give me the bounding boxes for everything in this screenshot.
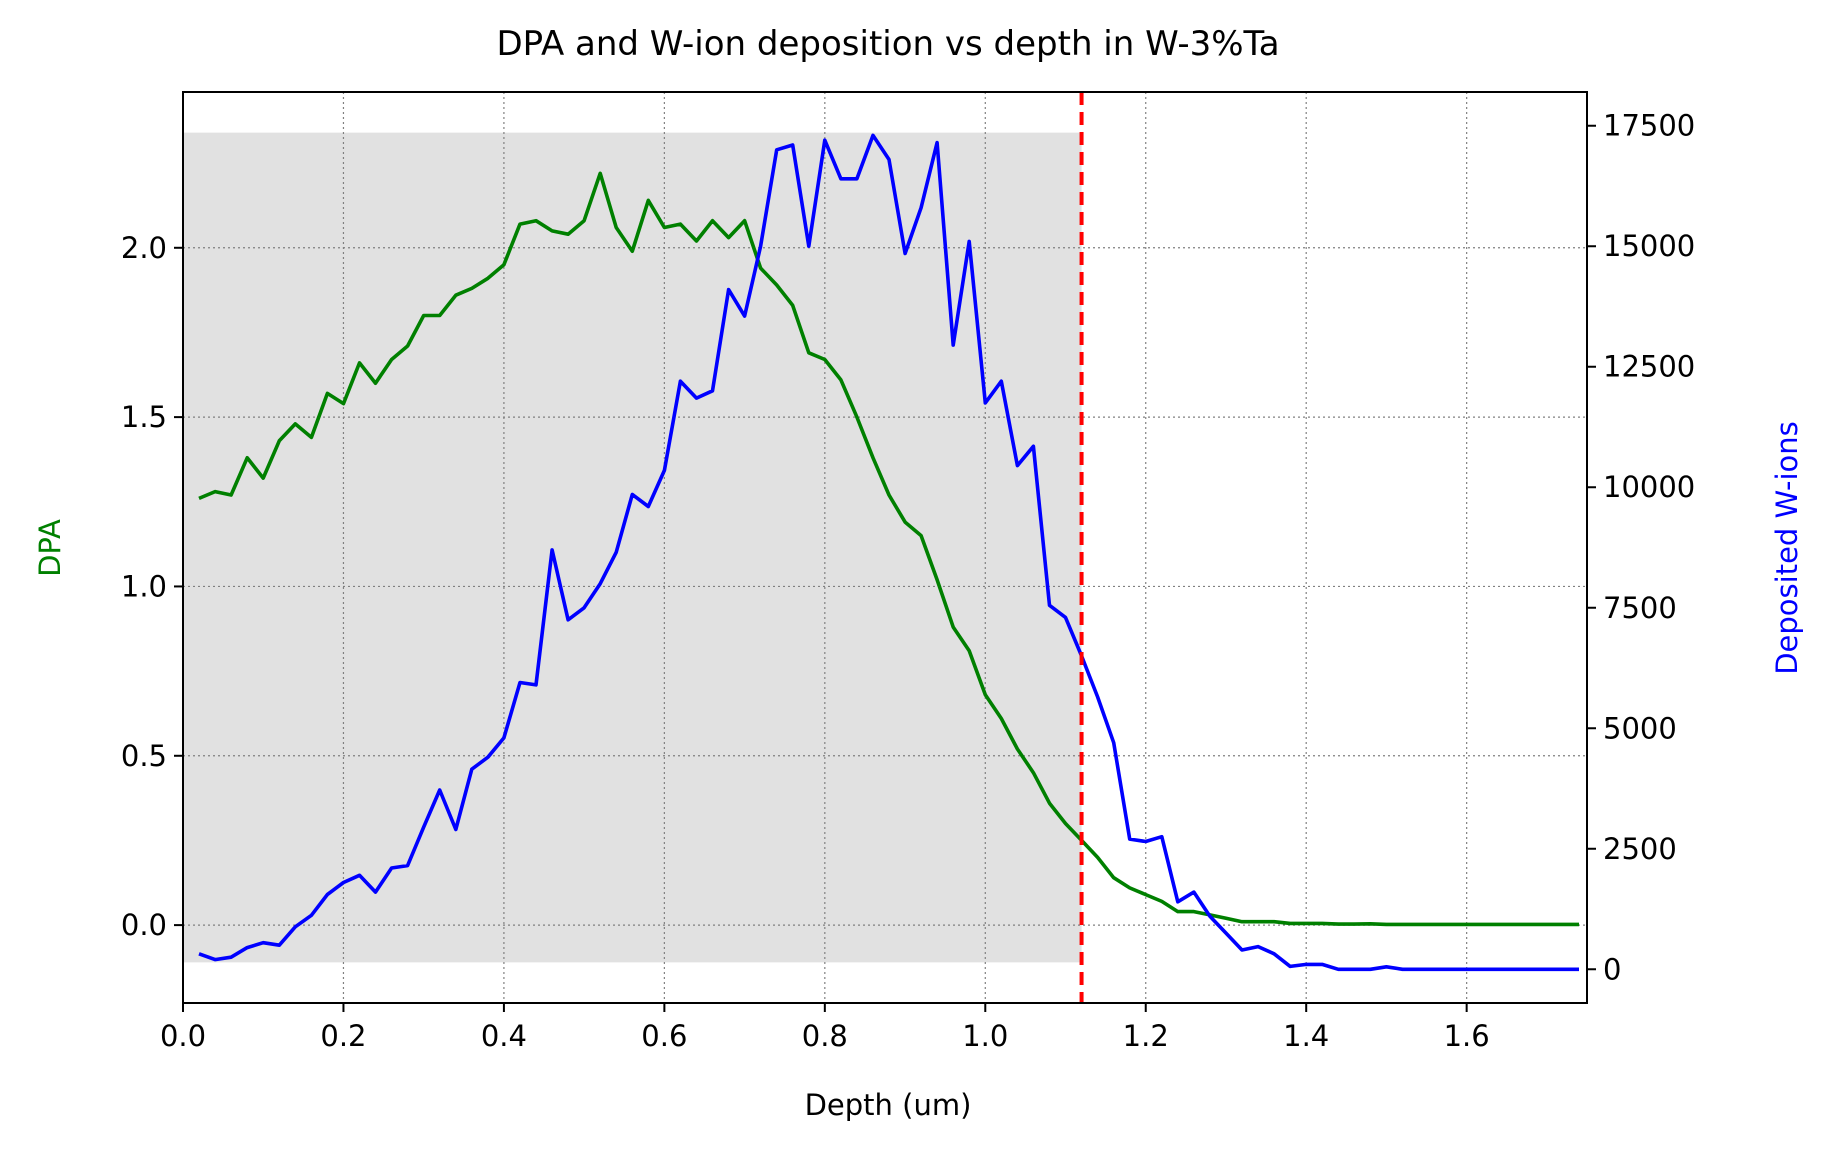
series-line-dpa (198, 171, 1579, 927)
x-tick-label: 0.6 (641, 1019, 687, 1053)
x-tick-label: 0.8 (802, 1019, 848, 1053)
chart-title: DPA and W-ion deposition vs depth in W-3… (496, 24, 1279, 64)
y-tick-label: 0.5 (121, 739, 167, 773)
x-axis: 0.0 0.2 0.4 0.6 0.8 1.0 1.2 1.4 1.6 (160, 1003, 1490, 1053)
y-axis-right: 0 2500 5000 7500 10000 12500 15000 17500 (1587, 109, 1695, 986)
y2-tick-label: 2500 (1603, 832, 1677, 866)
shaded-region (183, 132, 1082, 963)
y2-tick-label: 12500 (1603, 350, 1695, 384)
x-tick-label: 0.4 (481, 1019, 527, 1053)
x-tick-label: 1.2 (1123, 1019, 1169, 1053)
y2-tick-label: 17500 (1603, 109, 1695, 143)
y-axis-left: 0.0 0.5 1.0 1.5 2.0 (121, 231, 183, 942)
y-tick-label: 2.0 (121, 231, 167, 265)
y2-tick-label: 7500 (1603, 591, 1677, 625)
x-tick-label: 0.2 (320, 1019, 366, 1053)
x-tick-label: 1.6 (1444, 1019, 1490, 1053)
y-tick-label: 0.0 (121, 908, 167, 942)
y2-tick-label: 0 (1603, 952, 1621, 986)
y-tick-label: 1.0 (121, 569, 167, 603)
y2-tick-label: 15000 (1603, 229, 1695, 263)
y2-tick-label: 10000 (1603, 470, 1695, 504)
y-tick-label: 1.5 (121, 400, 167, 434)
y2-axis-label: Deposited W-ions (1770, 421, 1804, 675)
plot-frame (182, 91, 1588, 1004)
x-tick-label: 1.4 (1283, 1019, 1329, 1053)
y-axis-label: DPA (33, 519, 67, 577)
y2-tick-label: 5000 (1603, 711, 1677, 745)
x-tick-label: 0.0 (160, 1019, 206, 1053)
x-tick-label: 1.0 (962, 1019, 1008, 1053)
series-line-w-ions (198, 133, 1579, 972)
x-axis-label: Depth (um) (805, 1088, 972, 1122)
